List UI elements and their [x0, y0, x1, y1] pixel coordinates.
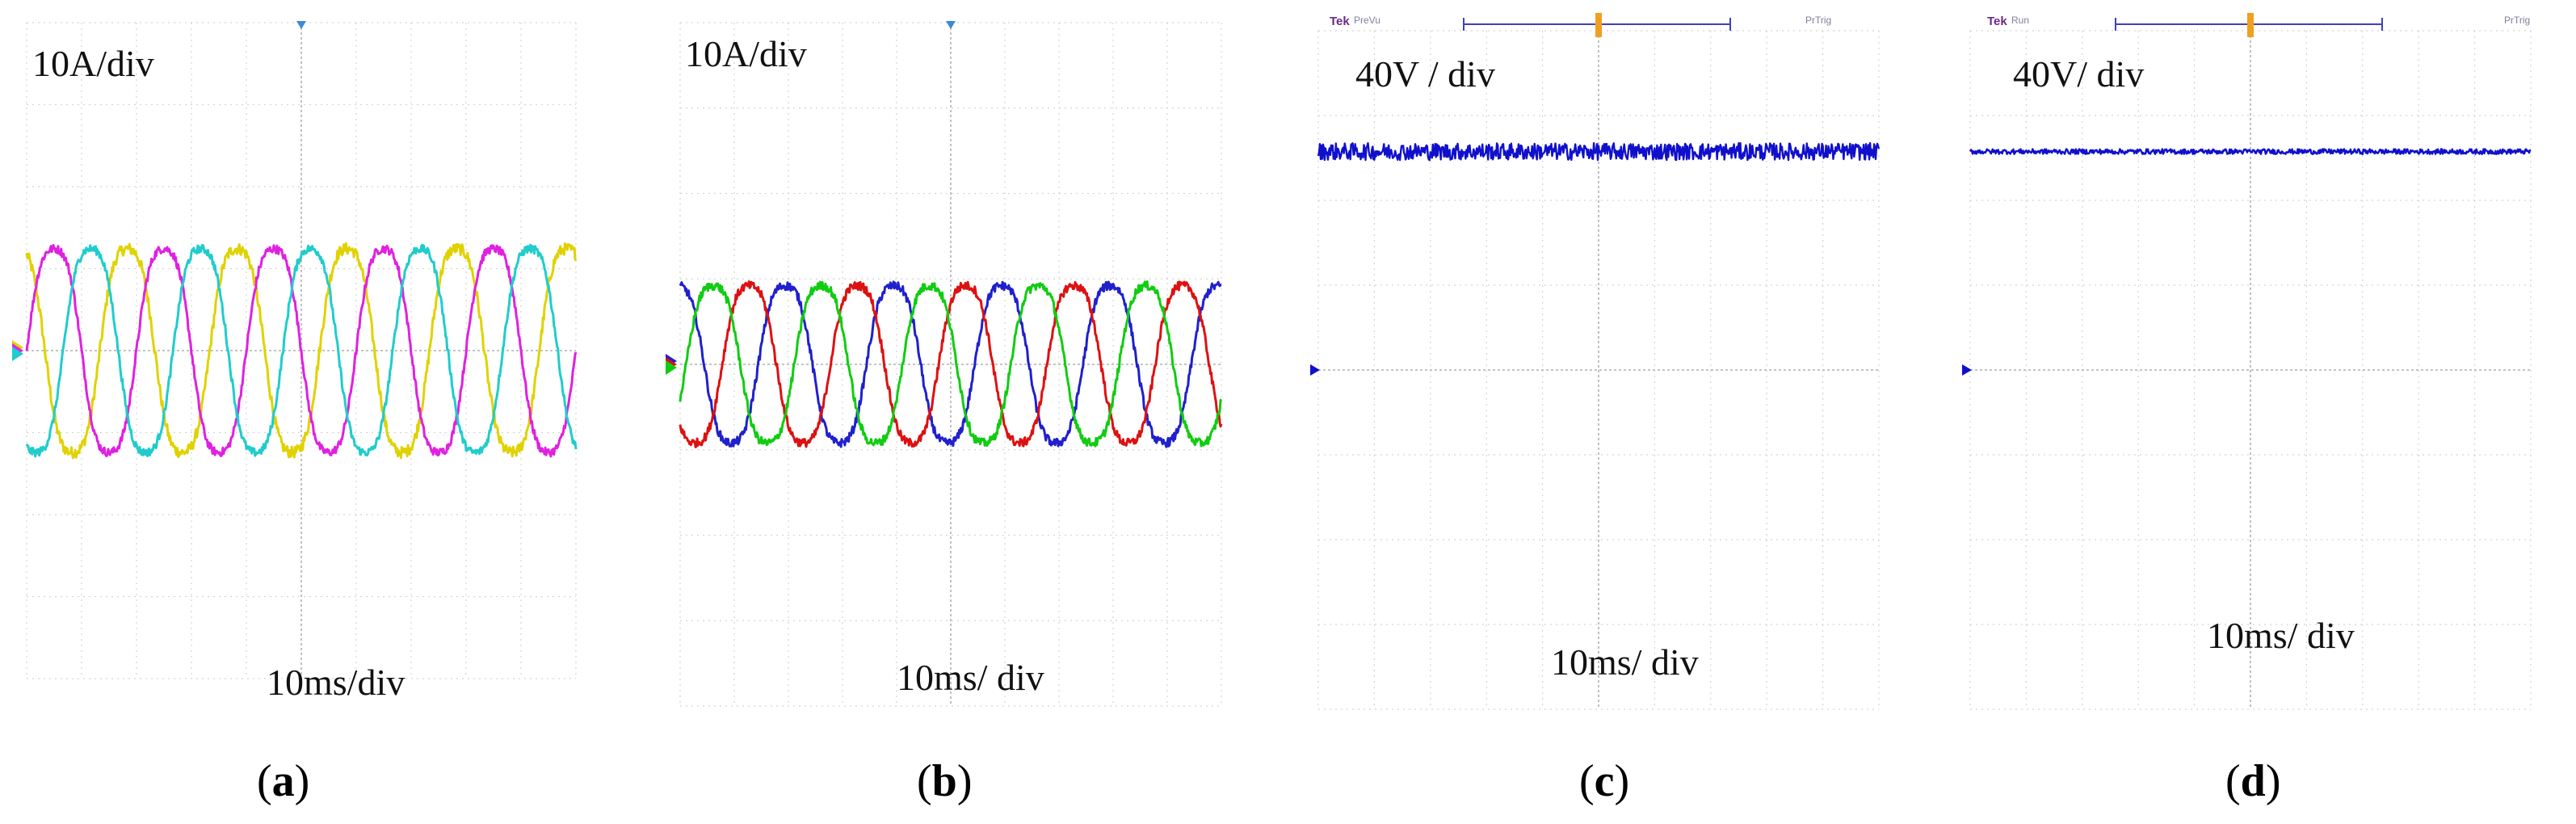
waveform-plot-d: [1962, 13, 2532, 710]
scope-brand-c: Tek: [1330, 15, 1350, 28]
series-line-b-2: [679, 280, 1223, 448]
subfigure-letter-c: c: [1594, 756, 1615, 806]
subfigure-caption-b: (b): [917, 756, 973, 806]
scale-label-c: 40V / div: [1355, 53, 1495, 95]
series-line-a-0: [25, 242, 578, 460]
channel-marker-b-2: [666, 360, 677, 375]
scale-label-d: 40V/ div: [2013, 53, 2145, 95]
series-line-b-0: [679, 280, 1222, 448]
scope-status-d: Run: [2011, 15, 2030, 26]
subfigure-caption-a: (a): [257, 756, 310, 806]
panel-b: 10A/div 10ms/ div (b): [662, 0, 1276, 824]
waveform-plot-c: [1310, 13, 1881, 710]
time-label-b: 10ms/ div: [897, 657, 1044, 698]
scope-status-c: PreVu: [1354, 15, 1380, 26]
subfigure-letter-b: b: [931, 756, 957, 806]
series-line-b-1: [679, 280, 1223, 448]
trigger-marker-d: [2247, 13, 2254, 37]
scope-brand-d: Tek: [1987, 15, 2007, 28]
time-label-c: 10ms/ div: [1551, 641, 1699, 683]
series-line-a-2: [25, 243, 578, 458]
time-label-d: 10ms/ div: [2207, 615, 2355, 656]
scope-trigger-d: PrTrig: [2504, 15, 2531, 26]
waveform-plot-a: [12, 21, 578, 679]
trigger-marker-a: [296, 21, 306, 29]
scale-label-b: 10A/div: [685, 33, 807, 74]
panel-d: Tek Run PrTrig 40V/ div 10ms/ div (d): [1947, 0, 2576, 824]
panel-c: Tek PreVu PrTrig 40V / div 10ms/ div (c): [1301, 0, 1923, 824]
scale-label-a: 10A/div: [32, 43, 154, 84]
scope-trigger-c: PrTrig: [1805, 15, 1832, 26]
subfigure-letter-a: a: [271, 756, 295, 806]
trigger-marker-b: [946, 21, 956, 29]
series-line-a-1: [25, 244, 578, 458]
subfigure-letter-d: d: [2240, 756, 2266, 806]
trigger-marker-c: [1595, 13, 1602, 37]
channel-marker-c: [1310, 364, 1320, 376]
channel-marker-a-2: [12, 347, 23, 361]
series-line-c-0: [1317, 141, 1881, 162]
subfigure-caption-c: (c): [1579, 756, 1630, 806]
channel-marker-d: [1962, 364, 1972, 376]
time-label-a: 10ms/div: [267, 662, 406, 703]
subfigure-caption-d: (d): [2225, 756, 2281, 806]
panel-a: 10A/div 10ms/div (a): [0, 0, 614, 824]
series-line-d-0: [1969, 148, 2532, 155]
waveform-plot-b: [666, 21, 1223, 707]
